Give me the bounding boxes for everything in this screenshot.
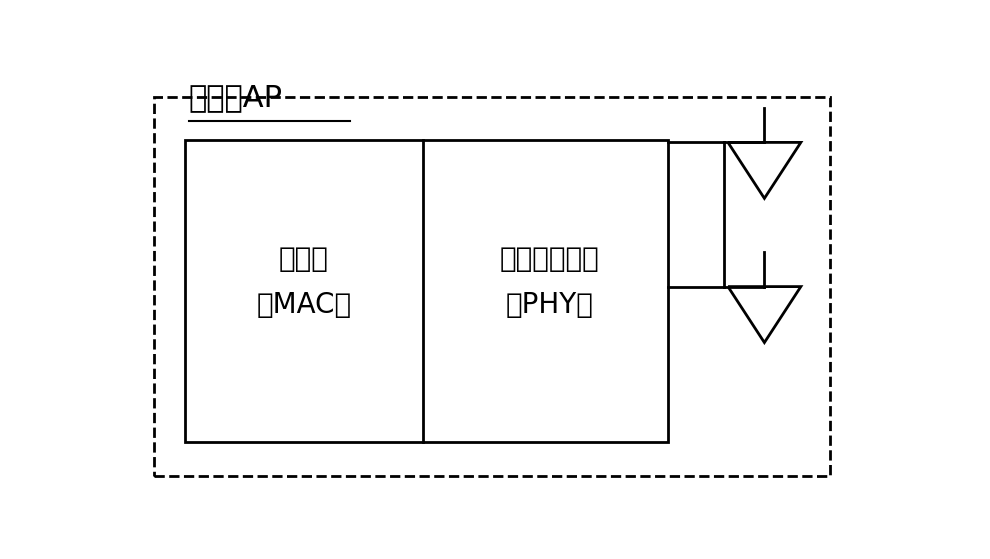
Text: 物理层
（MAC）: 物理层 （MAC） (256, 245, 351, 319)
Bar (154, 97, 830, 476)
Text: 接入点AP: 接入点AP (189, 83, 283, 112)
Text: 媒体接入控制
（PHY）: 媒体接入控制 （PHY） (500, 245, 600, 319)
Bar (185, 140, 668, 442)
